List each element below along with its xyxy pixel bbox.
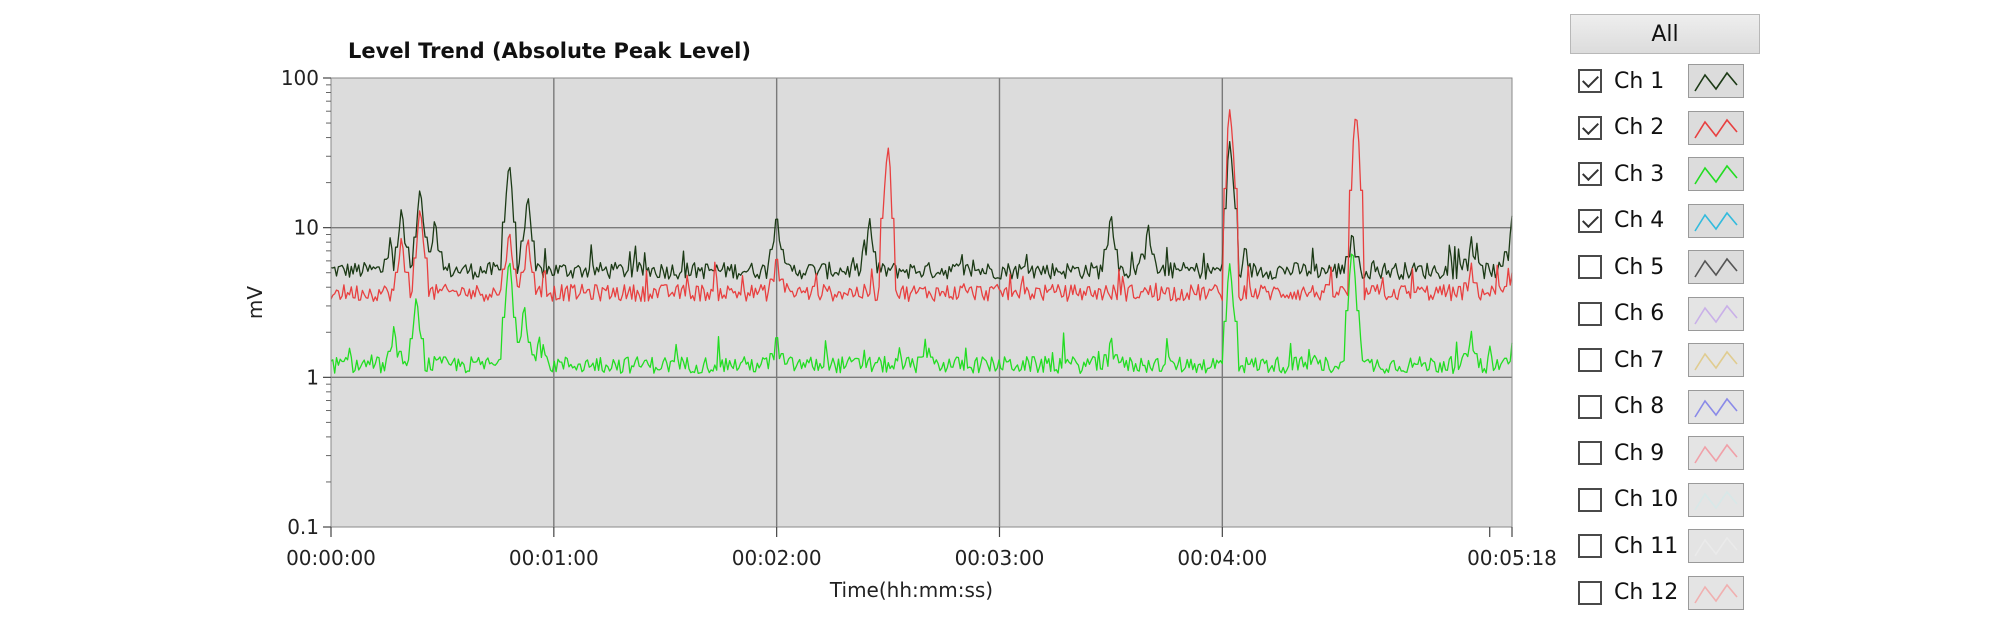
channel-label: Ch 6 [1614, 301, 1665, 326]
series-line-ch-3 [330, 253, 1513, 375]
line-style-icon [1694, 583, 1738, 603]
channel-color-swatch[interactable] [1688, 296, 1744, 331]
channel-color-swatch[interactable] [1688, 250, 1744, 284]
y-tick-label: 0.1 [287, 515, 319, 539]
channel-checkbox-8[interactable] [1578, 394, 1602, 419]
line-style-icon [1694, 211, 1738, 231]
level-trend-chart: Level Trend (Absolute Peak Level) 100 10 1… [243, 39, 1557, 602]
line-style-icon [1694, 304, 1738, 324]
series-line-ch-2 [330, 109, 1513, 302]
channel-checkbox-3[interactable] [1578, 162, 1602, 186]
channel-color-swatch[interactable] [1688, 343, 1744, 377]
channel-row-1: Ch 1 [1570, 59, 1760, 103]
series-line-ch-1 [330, 140, 1513, 280]
line-style-icon [1694, 257, 1738, 278]
channel-label: Ch 3 [1614, 161, 1665, 187]
all-channels-button[interactable]: All [1570, 14, 1760, 54]
channel-label: Ch 12 [1614, 580, 1679, 605]
channel-row-2: Ch 2 [1570, 106, 1760, 150]
channel-checkbox-6[interactable] [1578, 301, 1602, 326]
y-tick-label: 1 [306, 365, 319, 389]
channel-color-swatch[interactable] [1688, 110, 1744, 145]
x-tick-label: 00:00:00 [286, 546, 376, 570]
channel-row-6: Ch 6 [1570, 292, 1760, 336]
x-tick-label: 00:04:00 [1177, 546, 1267, 570]
channel-checkbox-11[interactable] [1578, 534, 1602, 558]
x-tick-label: 00:03:00 [955, 546, 1045, 570]
channel-color-swatch[interactable] [1688, 203, 1744, 238]
x-tick-label: 00:05:18 [1467, 546, 1557, 570]
channel-color-swatch[interactable] [1688, 575, 1744, 610]
channel-row-4: Ch 4 [1570, 199, 1760, 243]
channel-row-10: Ch 10 [1570, 478, 1760, 522]
channel-row-8: Ch 8 [1570, 385, 1760, 429]
channel-color-swatch[interactable] [1688, 436, 1744, 470]
channel-row-3: Ch 3 [1570, 152, 1760, 196]
line-style-icon [1694, 350, 1738, 371]
channel-color-swatch[interactable] [1688, 64, 1744, 98]
channel-label: Ch 11 [1614, 533, 1679, 559]
chart-title: Level Trend (Absolute Peak Level) [348, 39, 751, 63]
y-axis-label: mV [243, 286, 267, 319]
chart-canvas: Level Trend (Absolute Peak Level) 100101… [243, 39, 1557, 602]
channel-checkbox-5[interactable] [1578, 255, 1602, 279]
channel-label: Ch 10 [1614, 487, 1679, 512]
channel-color-swatch[interactable] [1688, 529, 1744, 563]
y-axis-ticks: 100 10 1 0.1 [281, 66, 331, 539]
channel-row-12: Ch 12 [1570, 571, 1760, 615]
channel-checkbox-10[interactable] [1578, 487, 1602, 512]
y-tick-label: 10 [294, 216, 319, 240]
x-axis-label: Time(hh:mm:ss) [829, 578, 993, 602]
channel-row-5: Ch 5 [1570, 245, 1760, 289]
channel-label: Ch 2 [1614, 115, 1665, 140]
channel-row-7: Ch 7 [1570, 338, 1760, 382]
channel-checkbox-12[interactable] [1578, 580, 1602, 605]
channel-label: Ch 7 [1614, 347, 1665, 373]
channel-label: Ch 1 [1614, 68, 1665, 94]
x-axis-ticks: 00:00:00 00:01:00 00:02:00 00:03:00 00:04:00… [286, 527, 1557, 570]
channel-legend: All Ch 1 Ch 2 Ch 3 Ch 4 Ch 5 Ch 6 Ch 7 Ch 8 Ch 9… [1570, 14, 1760, 634]
line-style-icon [1694, 71, 1738, 92]
grid-lines [331, 78, 1512, 527]
x-tick-label: 00:01:00 [509, 546, 599, 570]
channel-checkbox-4[interactable] [1578, 208, 1602, 233]
line-style-icon [1694, 490, 1738, 510]
channel-label: Ch 8 [1614, 394, 1665, 419]
series-group [330, 109, 1513, 375]
channel-color-swatch[interactable] [1688, 389, 1744, 424]
channel-label: Ch 5 [1614, 254, 1665, 280]
channel-checkbox-7[interactable] [1578, 348, 1602, 372]
line-style-icon [1694, 443, 1738, 464]
channel-checkbox-9[interactable] [1578, 441, 1602, 465]
line-style-icon [1694, 397, 1738, 417]
line-style-icon [1694, 536, 1738, 557]
channel-checkbox-1[interactable] [1578, 69, 1602, 93]
channel-color-swatch[interactable] [1688, 482, 1744, 517]
channel-row-9: Ch 9 [1570, 431, 1760, 475]
channel-row-11: Ch 11 [1570, 524, 1760, 568]
channel-label: Ch 9 [1614, 440, 1665, 466]
y-tick-label: 100 [281, 66, 319, 90]
channel-label: Ch 4 [1614, 208, 1665, 233]
plot-frame [330, 77, 1513, 528]
plot-area [331, 78, 1512, 527]
line-style-icon [1694, 118, 1738, 138]
line-style-icon [1694, 164, 1738, 185]
channel-color-swatch[interactable] [1688, 157, 1744, 191]
x-tick-label: 00:02:00 [732, 546, 822, 570]
channel-checkbox-2[interactable] [1578, 115, 1602, 140]
